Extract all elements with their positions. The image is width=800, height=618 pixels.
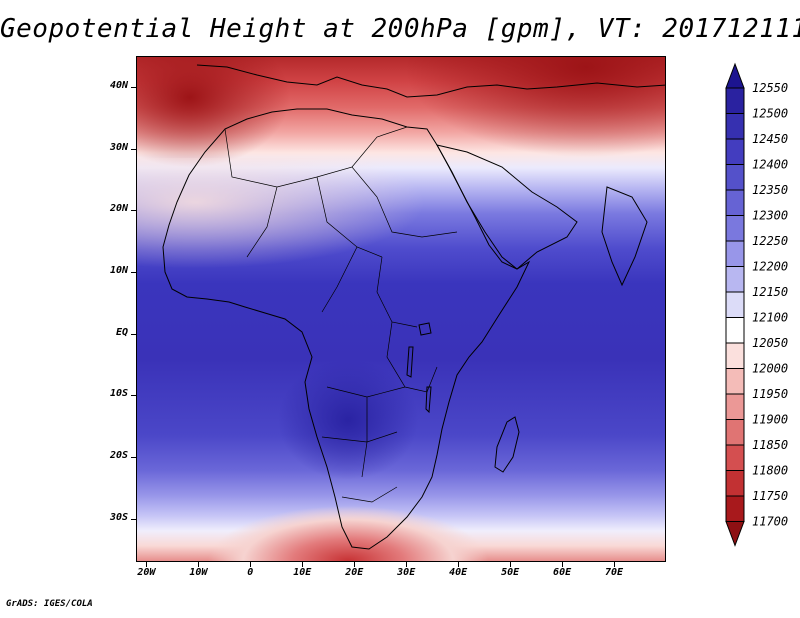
- colorbar-label: 11750: [752, 489, 788, 503]
- lon-tick: [562, 562, 564, 567]
- lake-victoria: [418, 322, 432, 336]
- colorbar-segment: [725, 444, 745, 471]
- colorbar-segment: [725, 291, 745, 318]
- colorbar-segment: [725, 215, 745, 242]
- lon-label: 10W: [189, 567, 208, 578]
- colorbar-segment: [725, 368, 745, 395]
- arabia-coastline: [436, 144, 578, 270]
- lon-tick: [198, 562, 200, 567]
- colorbar-label: 11900: [752, 413, 788, 427]
- colorbar-segment: [725, 495, 745, 522]
- lat-tick: [131, 148, 136, 150]
- colorbar-label: 12500: [752, 107, 788, 121]
- lon-label: 0: [247, 567, 254, 578]
- lat-tick: [131, 518, 136, 520]
- chart-title: Geopotential Height at 200hPa [gpm], VT:…: [0, 14, 800, 44]
- colorbar-label: 12450: [752, 132, 788, 146]
- colorbar-segment: [725, 240, 745, 267]
- colorbar-label: 12000: [752, 362, 788, 376]
- lon-label: 50E: [501, 567, 520, 578]
- lat-label: 10S: [109, 388, 128, 400]
- lon-tick: [614, 562, 616, 567]
- colorbar-label: 11800: [752, 464, 788, 478]
- colorbar-label: 12250: [752, 234, 788, 248]
- india-coastline: [601, 186, 648, 287]
- africa-coastline: [162, 108, 531, 550]
- lon-label: 30E: [397, 567, 416, 578]
- lat-label: 20S: [109, 450, 128, 462]
- colorbar-top-arrow: [725, 62, 745, 89]
- lat-tick: [131, 333, 136, 335]
- colorbar-segment: [725, 113, 745, 140]
- colorbar-segment: [725, 342, 745, 369]
- lake-malawi: [425, 386, 432, 414]
- lat-label: 30S: [109, 511, 128, 523]
- colorbar-label: 12200: [752, 260, 788, 274]
- colorbar-label: 12350: [752, 183, 788, 197]
- colorbar-segment: [725, 189, 745, 216]
- lon-label: 70E: [605, 567, 624, 578]
- colorbar-bottom-arrow: [725, 521, 745, 547]
- colorbar-segment: [725, 393, 745, 420]
- geopotential-height-field: [137, 57, 665, 561]
- lat-label: 20N: [109, 203, 128, 215]
- lake-tanganyika: [406, 346, 414, 378]
- colorbar-label: 12300: [752, 209, 788, 223]
- lon-label: 60E: [553, 567, 572, 578]
- colorbar-label: 11850: [752, 438, 788, 452]
- madagascar-coastline: [494, 416, 520, 473]
- lon-tick: [250, 562, 252, 567]
- lat-label: EQ: [115, 326, 128, 338]
- lon-tick: [302, 562, 304, 567]
- colorbar-label: 11700: [752, 515, 788, 529]
- lat-tick: [131, 210, 136, 212]
- colorbar-segment: [725, 87, 745, 114]
- colorbar-label: 12100: [752, 311, 788, 325]
- colorbar-segment: [725, 138, 745, 165]
- colorbar-segment: [725, 266, 745, 293]
- colorbar-label: 12400: [752, 158, 788, 172]
- colorbar-segment: [725, 419, 745, 446]
- colorbar-label: 12150: [752, 285, 788, 299]
- coastline-overlay: [162, 64, 665, 550]
- lat-tick: [131, 395, 136, 397]
- lat-tick: [131, 457, 136, 459]
- lon-label: 40E: [449, 567, 468, 578]
- colorbar-segment: [725, 470, 745, 497]
- lat-label: 40N: [109, 79, 128, 91]
- lon-tick: [146, 562, 148, 567]
- lat-label: 30N: [109, 141, 128, 153]
- colorbar-segment: [725, 317, 745, 344]
- colorbar-segment: [725, 164, 745, 191]
- map-plot-area: [136, 56, 666, 562]
- lat-label: 10N: [109, 264, 128, 276]
- lon-tick: [354, 562, 356, 567]
- grads-credit: GrADS: IGES/COLA: [6, 599, 93, 609]
- colorbar-label: 11950: [752, 387, 788, 401]
- lat-tick: [131, 271, 136, 273]
- colorbar-label: 12050: [752, 336, 788, 350]
- lon-label: 10E: [293, 567, 312, 578]
- lon-tick: [406, 562, 408, 567]
- lon-tick: [510, 562, 512, 567]
- colorbar-label: 12550: [752, 81, 788, 95]
- lon-tick: [458, 562, 460, 567]
- lon-label: 20E: [345, 567, 364, 578]
- europe-coastline: [196, 64, 665, 98]
- lat-tick: [131, 86, 136, 88]
- lon-label: 20W: [137, 567, 156, 578]
